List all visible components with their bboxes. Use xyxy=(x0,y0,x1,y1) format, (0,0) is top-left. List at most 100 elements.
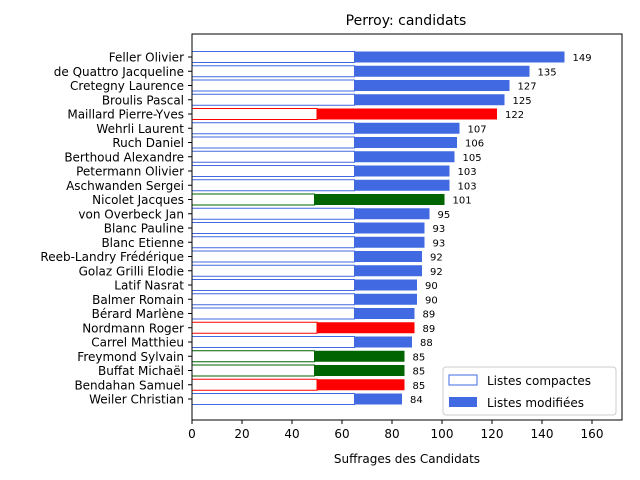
bar-compactes xyxy=(191,393,355,405)
x-tick-label: 80 xyxy=(384,427,399,441)
bar-compactes xyxy=(191,378,318,391)
bar-modifiees xyxy=(354,293,417,305)
bar-compactes xyxy=(191,165,355,177)
bar-compactes xyxy=(191,65,355,78)
legend-swatch-filled xyxy=(449,397,477,407)
bar-value-label: 90 xyxy=(425,281,438,292)
bar-value-label: 89 xyxy=(423,310,436,321)
bar-compactes xyxy=(191,222,355,234)
bar-compactes xyxy=(191,79,355,92)
y-tick-label: Balmer Romain xyxy=(92,293,184,307)
bar-compactes xyxy=(191,321,318,334)
x-axis-label: Suffrages des Candidats xyxy=(334,452,480,466)
bar-modifiees xyxy=(354,222,425,234)
bar-modifiees xyxy=(354,122,460,134)
x-tick-label: 0 xyxy=(188,427,196,441)
bar-modifiees xyxy=(354,265,422,277)
x-tick-label: 120 xyxy=(481,427,504,441)
y-tick-label: Ruch Daniel xyxy=(112,136,184,150)
bar-compactes xyxy=(191,236,355,249)
legend-label-modifiees: Listes modifiées xyxy=(487,396,584,410)
y-tick-label: Golaz Grilli Elodie xyxy=(79,264,184,278)
bar-compactes xyxy=(191,293,355,306)
y-tick-label: Maillard Pierre-Yves xyxy=(67,108,184,122)
bar-modifiees xyxy=(354,251,422,262)
y-tick-label: Wehrli Laurent xyxy=(96,122,184,136)
bar-compactes xyxy=(191,307,355,320)
bar-value-label: 95 xyxy=(438,210,451,221)
y-tick-label: Bérard Marlène xyxy=(92,307,184,321)
bar-value-label: 88 xyxy=(420,338,433,349)
bar-modifiees xyxy=(354,51,565,63)
y-tick-label: Carrel Matthieu xyxy=(91,336,184,350)
y-tick-label: Nordmann Roger xyxy=(82,321,184,335)
bar-value-label: 103 xyxy=(458,181,477,192)
bar-compactes xyxy=(191,279,355,291)
bar-value-label: 122 xyxy=(505,110,524,121)
bar-modifiees xyxy=(354,208,430,220)
bar-compactes xyxy=(191,136,355,149)
bar-modifiees xyxy=(317,379,405,391)
bar-compactes xyxy=(191,364,315,377)
bar-compactes xyxy=(191,336,355,348)
bar-compactes xyxy=(191,207,355,220)
bar-modifiees xyxy=(354,279,417,291)
y-tick-label: Bendahan Samuel xyxy=(74,378,184,392)
bar-compactes xyxy=(191,150,355,163)
bar-modifiees xyxy=(354,179,450,191)
bar-value-label: 103 xyxy=(458,167,477,178)
y-tick-label: de Quattro Jacqueline xyxy=(54,65,184,79)
bar-modifiees xyxy=(354,336,412,348)
bar-value-label: 93 xyxy=(433,238,446,249)
y-tick-label: Freymond Sylvain xyxy=(77,350,184,364)
bar-modifiees xyxy=(354,308,415,319)
bar-modifiees xyxy=(354,80,510,91)
bar-value-label: 84 xyxy=(410,395,423,406)
bar-modifiees xyxy=(317,322,415,334)
x-tick-label: 40 xyxy=(284,427,299,441)
bar-value-label: 106 xyxy=(465,139,484,150)
bar-compactes xyxy=(191,250,355,263)
axes-frame xyxy=(191,33,623,421)
y-tick-label: von Overbeck Jan xyxy=(78,207,184,221)
bar-compactes xyxy=(191,193,315,206)
bar-value-label: 125 xyxy=(513,96,532,107)
y-tick-label: Blanc Etienne xyxy=(101,236,184,250)
bar-value-label: 85 xyxy=(413,381,426,392)
bar-compactes xyxy=(191,51,355,63)
x-tick-label: 60 xyxy=(334,427,349,441)
y-tick-label: Nicolet Jacques xyxy=(92,193,184,207)
y-tick-label: Buffat Michaël xyxy=(98,364,184,378)
bar-modifiees xyxy=(314,365,405,376)
bar-compactes xyxy=(191,350,315,363)
bar-modifiees xyxy=(354,137,457,148)
y-tick-label: Berthoud Alexandre xyxy=(64,150,184,164)
bar-modifiees xyxy=(354,236,425,248)
y-tick-label: Broulis Pascal xyxy=(102,93,184,107)
y-tick-label: Reeb-Landry Frédérique xyxy=(40,250,184,264)
legend-swatch-outline xyxy=(448,374,478,386)
bar-modifiees xyxy=(354,65,530,77)
bar-compactes xyxy=(191,122,355,135)
bar-modifiees xyxy=(314,194,445,205)
bar-value-label: 101 xyxy=(453,196,472,207)
y-tick-label: Aschwanden Sergei xyxy=(66,179,184,193)
bar-modifiees xyxy=(314,350,405,362)
bar-compactes xyxy=(191,264,355,277)
x-tick-label: 100 xyxy=(431,427,454,441)
bar-value-label: 135 xyxy=(538,67,557,78)
bar-modifiees xyxy=(354,151,455,163)
bar-compactes xyxy=(191,108,318,120)
bar-value-label: 149 xyxy=(573,53,592,64)
bar-modifiees xyxy=(317,108,497,120)
bar-value-label: 85 xyxy=(413,352,426,363)
bar-value-label: 85 xyxy=(413,367,426,378)
y-tick-label: Cretegny Laurence xyxy=(70,79,184,93)
bar-value-label: 105 xyxy=(463,153,482,164)
bar-value-label: 90 xyxy=(425,295,438,306)
bar-modifiees xyxy=(354,393,402,405)
x-axis-ticks: 0 20 40 60 80 100 120 140 160 xyxy=(188,420,603,441)
legend-box xyxy=(442,366,617,416)
